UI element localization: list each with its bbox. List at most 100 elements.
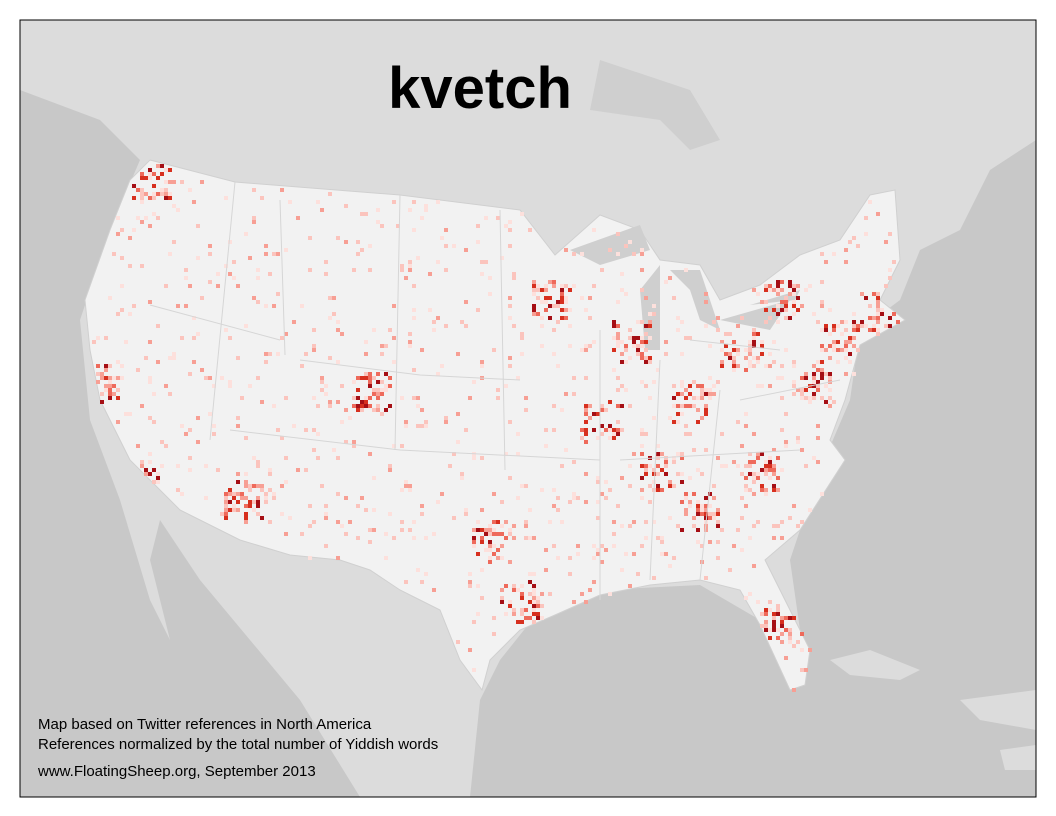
density-cell	[312, 328, 316, 332]
density-cell	[164, 168, 168, 172]
density-cell	[240, 492, 244, 496]
density-cell	[176, 208, 180, 212]
density-cell	[412, 316, 416, 320]
density-cell	[292, 320, 296, 324]
density-cell	[816, 424, 820, 428]
density-cell	[304, 468, 308, 472]
density-cell	[600, 424, 604, 428]
density-cell	[616, 504, 620, 508]
density-cell	[208, 280, 212, 284]
density-cell	[764, 472, 768, 476]
density-cell	[464, 508, 468, 512]
density-cell	[640, 544, 644, 548]
density-cell	[204, 496, 208, 500]
density-cell	[264, 496, 268, 500]
density-cell	[584, 440, 588, 444]
density-cell	[632, 252, 636, 256]
density-cell	[772, 464, 776, 468]
density-cell	[648, 320, 652, 324]
density-cell	[332, 448, 336, 452]
density-cell	[868, 316, 872, 320]
density-cell	[140, 460, 144, 464]
density-cell	[512, 272, 516, 276]
density-cell	[140, 192, 144, 196]
density-cell	[820, 492, 824, 496]
density-cell	[752, 288, 756, 292]
density-cell	[620, 476, 624, 480]
density-cell	[524, 484, 528, 488]
density-cell	[440, 492, 444, 496]
density-cell	[340, 384, 344, 388]
density-cell	[444, 416, 448, 420]
density-cell	[244, 232, 248, 236]
density-cell	[388, 384, 392, 388]
density-cell	[632, 520, 636, 524]
density-cell	[276, 428, 280, 432]
density-cell	[384, 372, 388, 376]
density-cell	[736, 528, 740, 532]
density-cell	[792, 688, 796, 692]
density-cell	[260, 488, 264, 492]
density-cell	[800, 376, 804, 380]
density-cell	[416, 404, 420, 408]
density-cell	[684, 496, 688, 500]
density-cell	[408, 332, 412, 336]
density-cell	[872, 328, 876, 332]
density-cell	[684, 388, 688, 392]
density-cell	[844, 340, 848, 344]
density-cell	[568, 556, 572, 560]
density-cell	[536, 312, 540, 316]
density-cell	[736, 364, 740, 368]
density-cell	[176, 464, 180, 468]
density-cell	[504, 452, 508, 456]
density-cell	[124, 340, 128, 344]
density-cell	[544, 548, 548, 552]
density-cell	[752, 492, 756, 496]
density-cell	[104, 384, 108, 388]
density-cell	[260, 484, 264, 488]
density-cell	[704, 576, 708, 580]
density-cell	[696, 500, 700, 504]
density-cell	[556, 508, 560, 512]
density-cell	[812, 380, 816, 384]
density-cell	[480, 528, 484, 532]
map-title: kvetch	[388, 56, 572, 121]
density-cell	[780, 376, 784, 380]
density-cell	[444, 268, 448, 272]
density-cell	[596, 436, 600, 440]
density-cell	[140, 464, 144, 468]
density-cell	[772, 360, 776, 364]
density-cell	[228, 336, 232, 340]
density-cell	[252, 216, 256, 220]
density-cell	[268, 472, 272, 476]
density-cell	[736, 420, 740, 424]
density-cell	[800, 648, 804, 652]
density-cell	[200, 368, 204, 372]
density-cell	[848, 336, 852, 340]
density-cell	[828, 356, 832, 360]
density-cell	[864, 324, 868, 328]
density-cell	[256, 300, 260, 304]
density-cell	[500, 524, 504, 528]
density-cell	[264, 360, 268, 364]
density-cell	[228, 240, 232, 244]
density-cell	[620, 568, 624, 572]
density-cell	[772, 468, 776, 472]
density-cell	[476, 584, 480, 588]
density-cell	[644, 332, 648, 336]
density-cell	[192, 200, 196, 204]
density-cell	[532, 308, 536, 312]
density-cell	[252, 296, 256, 300]
density-cell	[816, 380, 820, 384]
density-cell	[708, 540, 712, 544]
density-cell	[376, 380, 380, 384]
density-cell	[264, 492, 268, 496]
density-cell	[424, 420, 428, 424]
density-cell	[144, 468, 148, 472]
density-cell	[588, 416, 592, 420]
map-body	[20, 20, 1036, 797]
density-cell	[724, 464, 728, 468]
density-cell	[884, 240, 888, 244]
density-cell	[732, 544, 736, 548]
density-cell	[644, 520, 648, 524]
